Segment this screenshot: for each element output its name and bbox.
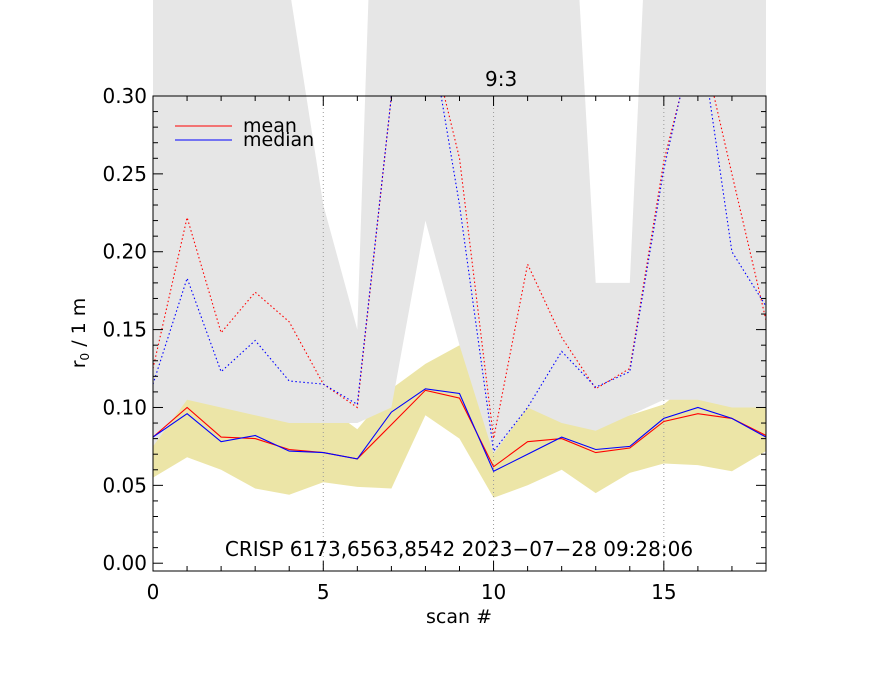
series-mean	[153, 389, 766, 468]
y-tick-label: 0.25	[102, 162, 147, 186]
y-axis-label-unit: / 1 m	[68, 298, 90, 353]
y-axis-label-r: r	[68, 360, 90, 368]
y-tick-label: 0.15	[102, 318, 147, 342]
x-axis-label: scan #	[426, 606, 492, 628]
x-tick-label: 0	[147, 580, 160, 604]
y-axis-label: r0 / 1 m	[68, 298, 92, 369]
observation-annotation: CRISP 6173,6563,8542 2023−07−28 09:28:06	[225, 537, 693, 561]
x-tick-label: 10	[481, 580, 506, 604]
series-median-dotted	[153, 96, 766, 453]
y-tick-label: 0.10	[102, 395, 147, 419]
y-tick-label: 0.00	[102, 551, 147, 575]
y-tick-label: 0.05	[102, 473, 147, 497]
gray-range-band	[153, 0, 766, 455]
y-axis-label-subscript: 0	[78, 353, 92, 361]
y-tick-label: 0.30	[102, 84, 147, 108]
svg-text:r0 / 1 m: r0 / 1 m	[68, 298, 92, 369]
chart-title: 9:3	[485, 67, 517, 91]
y-tick-label: 0.20	[102, 240, 147, 264]
x-tick-label: 5	[317, 580, 330, 604]
yellow-range-band	[153, 345, 766, 498]
legend-label-mean: mean	[243, 115, 297, 137]
x-tick-label: 15	[651, 580, 676, 604]
legend-label-median: median	[243, 129, 314, 151]
series-median	[153, 388, 766, 473]
